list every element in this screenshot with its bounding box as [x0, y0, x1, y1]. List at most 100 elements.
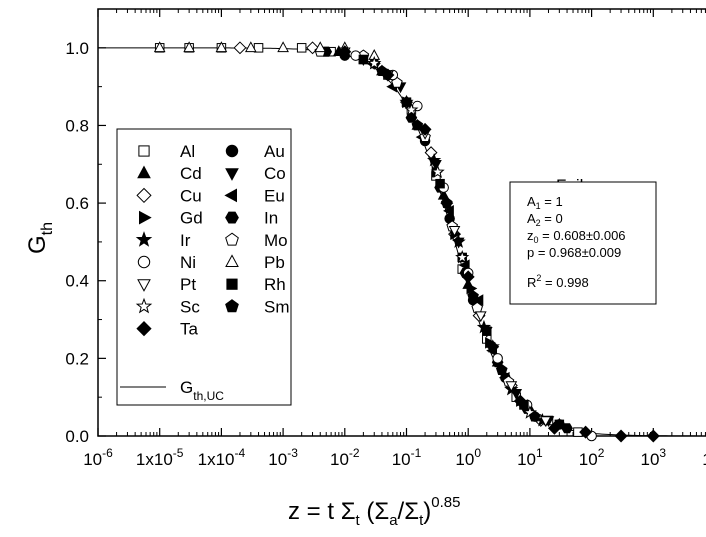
- legend-marker-ir: [135, 231, 153, 247]
- legend-label-in: In: [264, 209, 278, 228]
- legend-fit-main: G: [180, 378, 193, 397]
- legend-label-mo: Mo: [264, 231, 288, 250]
- data-point-ta: [440, 196, 454, 210]
- x-axis-title: z = t Σt (Σa/Σt)0.85: [288, 494, 460, 529]
- x-tick-label: 10-2: [330, 446, 360, 469]
- legend-marker-sm: [225, 299, 239, 313]
- data-point-eu: [443, 205, 454, 217]
- legend-marker-pb: [225, 254, 239, 267]
- data-point-ir: [427, 152, 442, 167]
- data-point-pb: [245, 41, 257, 53]
- data-point-rh: [435, 178, 445, 189]
- legend-marker-al: [138, 145, 150, 157]
- legend-label-pb: Pb: [264, 253, 285, 272]
- data-point-sm: [411, 119, 424, 131]
- legend-label-eu: Eu: [264, 186, 285, 205]
- legend-label-sc: Sc: [180, 297, 200, 316]
- data-point-ta: [646, 429, 660, 443]
- data-point-rh: [358, 54, 369, 65]
- x-tick-label: 10-1: [392, 446, 422, 469]
- data-point-gd: [466, 282, 478, 295]
- legend-label-cu: Cu: [180, 186, 202, 205]
- data-point-ta: [461, 270, 475, 284]
- x-tick-label: 100: [455, 446, 481, 469]
- legend-marker-in: [225, 211, 239, 224]
- y-tick-label: 1.0: [65, 39, 89, 58]
- data-point-rh: [401, 97, 412, 107]
- legend-marker-ta: [136, 320, 152, 337]
- data-point-sc: [404, 102, 419, 116]
- x-tick-label: 103: [640, 446, 666, 469]
- fit-r2: R2 = 0.998: [527, 273, 589, 290]
- legend-marker-sc: [135, 297, 153, 314]
- fit-param-line: A1 = 1: [527, 194, 563, 211]
- data-point-ta: [579, 425, 593, 439]
- data-point-ta: [338, 45, 352, 59]
- legend-label-pt: Pt: [180, 275, 196, 294]
- legend-items: Al Au Cd Co Cu Eu Gd In Ir Mo Ni Pb Pt Rh Sc Sm Ta: [135, 142, 290, 339]
- legend-marker-cd: [137, 165, 151, 179]
- y-axis-title: Gth: [24, 222, 56, 254]
- data-point-pt: [474, 311, 487, 323]
- legend-marker-gd: [139, 210, 152, 225]
- data-point-sm: [528, 410, 541, 422]
- legend-marker-pt: [137, 279, 151, 292]
- legend-marker-rh: [226, 278, 238, 290]
- data-point-pb: [183, 41, 195, 53]
- legend-marker-cu: [136, 187, 152, 204]
- y-tick-label: 0.8: [65, 116, 89, 135]
- fit-param-line: p = 0.968±0.009: [527, 245, 621, 260]
- x-tick-label: 102: [579, 446, 605, 469]
- legend: Al Au Cd Co Cu Eu Gd In Ir Mo Ni Pb Pt Rh Sc Sm Ta Gth,U…: [116, 128, 292, 406]
- x-tick-label: 1x10-5: [136, 446, 184, 469]
- data-point-sc: [367, 55, 382, 70]
- y-tick-label: 0.6: [65, 194, 89, 213]
- data-point-ta: [513, 394, 527, 408]
- data-point-sm: [467, 290, 479, 302]
- legend-label-gd: Gd: [180, 209, 203, 228]
- data-point-ta: [547, 421, 561, 435]
- legend-label-cd: Cd: [180, 164, 202, 183]
- data-point-ir: [451, 234, 466, 248]
- data-point-pb: [215, 41, 228, 53]
- fit-param-line: A2 = 0: [527, 211, 563, 228]
- data-point-ta: [486, 340, 500, 354]
- legend-marker-eu: [224, 188, 237, 203]
- x-tick-label: 1x10-4: [198, 446, 246, 469]
- y-axis: 0.0 0.2 0.4 0.6 0.8 1.0: [65, 39, 106, 446]
- data-point-ta: [381, 68, 395, 82]
- data-point-al: [296, 43, 307, 53]
- legend-marker-au: [225, 144, 239, 158]
- data-point-pb: [314, 41, 327, 53]
- legend-fit-label: Gth,UC: [180, 378, 224, 403]
- data-point-pb: [153, 41, 166, 53]
- legend-label-ta: Ta: [180, 320, 199, 339]
- data-point-eu: [458, 259, 470, 272]
- legend-label-au: Au: [264, 142, 285, 161]
- data-point-ta: [418, 122, 432, 136]
- legend-label-ni: Ni: [180, 253, 196, 272]
- data-point-sc: [430, 164, 445, 179]
- data-point-sm: [495, 363, 508, 375]
- data-points: [153, 41, 660, 443]
- legend-label-co: Co: [264, 164, 286, 183]
- x-tick-label: 104: [702, 446, 706, 469]
- data-point-pt: [448, 226, 461, 237]
- x-tick-label: 101: [517, 446, 543, 469]
- legend-label-al: Al: [180, 142, 195, 161]
- legend-marker-mo: [225, 232, 239, 246]
- data-point-cd: [437, 188, 450, 200]
- legend-marker-co: [225, 168, 239, 181]
- data-point-sc: [455, 250, 470, 264]
- legend-label-sm: Sm: [264, 297, 290, 316]
- y-tick-label: 0.0: [65, 427, 89, 446]
- fit-box-border: [509, 181, 657, 305]
- legend-marker-ni: [137, 255, 151, 269]
- data-point-rh: [482, 326, 492, 336]
- data-point-pb: [277, 41, 289, 53]
- data-point-pt: [505, 381, 518, 393]
- y-tick-label: 0.4: [65, 272, 89, 291]
